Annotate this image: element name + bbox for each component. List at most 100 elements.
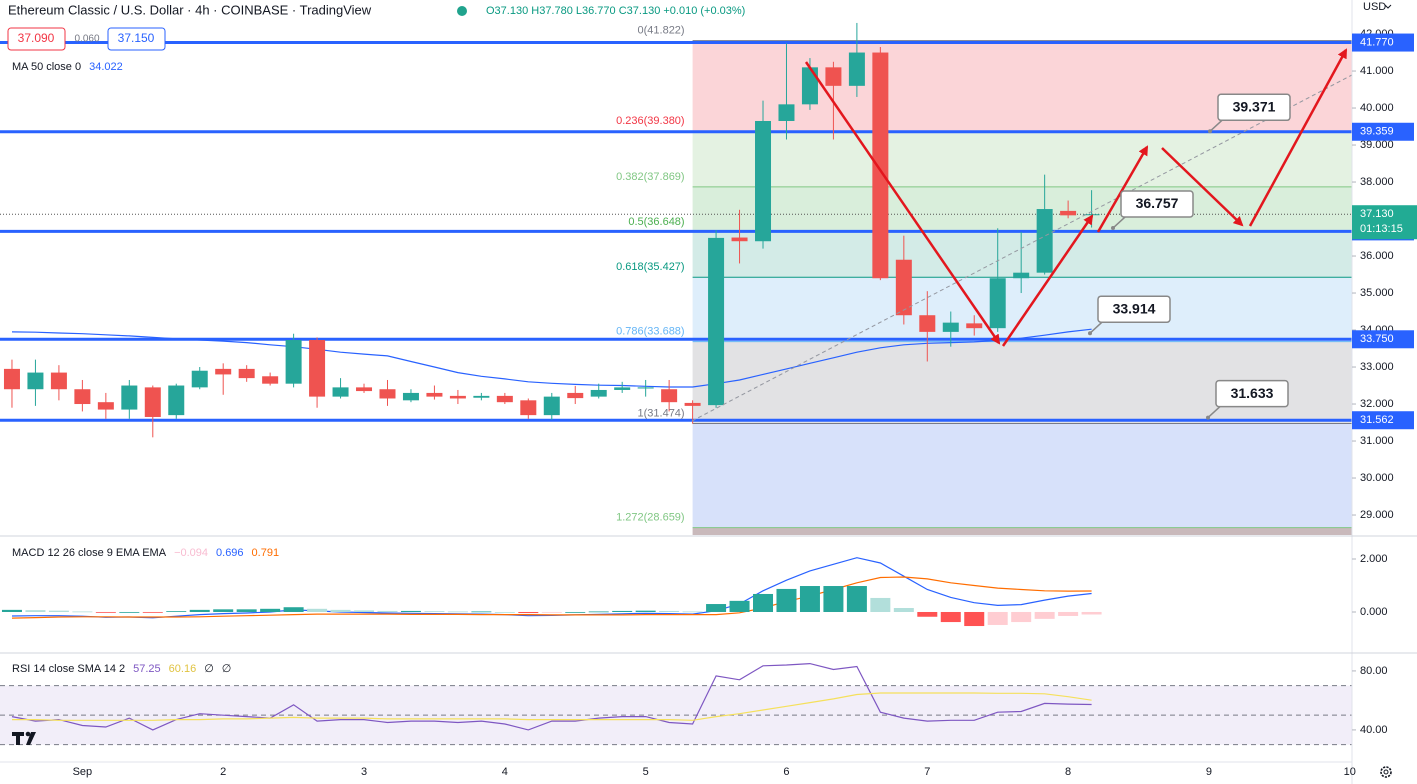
callout-pointer [1089,321,1103,334]
candle-body [262,376,279,384]
last-price-label: 37.130 [1360,208,1394,220]
price-label: 41.770 [1360,36,1394,48]
candle-body [332,387,349,397]
callout-box [1217,93,1291,122]
ohlc-values: O37.130 H37.780 L36.770 C37.130 +0.010 (… [486,5,745,17]
price-label-bg [1352,122,1414,141]
callout-tip [1088,331,1092,336]
arrow [1161,147,1244,227]
histogram-bar [588,611,609,613]
legend-value: 0.696 [216,547,244,559]
candle-body [402,392,419,401]
buy-button[interactable] [107,27,166,51]
candle-body [50,372,67,390]
candle-body [238,368,255,379]
histogram-bar [541,611,562,613]
candle-body [966,323,983,329]
candle-body [379,389,396,399]
candle-body [426,392,443,397]
x-tick-label: 10 [1344,766,1356,778]
y-tick-label: 0.000 [1360,606,1388,618]
indicator-line [11,576,1092,619]
histogram-bar [330,609,351,612]
arrow [1001,214,1094,347]
histogram-bar [1,609,22,612]
y-tick-label: 35.000 [1360,287,1394,299]
y-tick-label: 36.000 [1360,250,1394,262]
candle-body [144,387,161,417]
callout-tip [1208,129,1212,134]
callout-box [1120,190,1194,218]
histogram-bar [987,611,1008,625]
y-tick-label: 31.000 [1360,435,1394,447]
legend-title: MA 50 close 0 [12,61,81,73]
currency[interactable]: USD [1363,1,1386,13]
histogram-bar [400,610,421,612]
candle-body [543,396,560,416]
candle-body [473,395,490,398]
indicator-line [11,662,1092,731]
price-label-bg [1352,33,1414,52]
price-label: 33.750 [1360,333,1394,345]
candle-body [1060,210,1077,216]
spread: 0.060 [74,34,99,45]
histogram-bar [142,611,163,613]
legend-value: ∅ [222,663,232,675]
fib-label: 0.236(39.380) [616,115,685,127]
callout-label: 31.633 [1231,385,1274,401]
candle-body [168,385,185,416]
callout-box [1215,379,1289,408]
price-label-bg [1352,411,1414,430]
y-tick-label: 39.000 [1360,139,1394,151]
histogram-bar [846,586,867,612]
currency-dropdown[interactable] [1384,4,1392,9]
fib-zone [692,130,1352,187]
candle-body [801,67,818,105]
y-tick-label: 38.000 [1360,176,1394,188]
y-tick-label: 40.000 [1360,102,1394,114]
callout-tip [1111,226,1115,231]
time-axis-bg [0,762,1352,784]
fib-label: 0.786(33.688) [616,325,685,337]
candle-body [637,387,654,389]
histogram-bar [95,611,116,613]
histogram-bar [471,611,492,613]
y-tick-label: 41.000 [1360,65,1394,77]
fib-zone [692,423,1352,528]
histogram-bar [729,600,750,612]
indicator-line [11,557,1092,619]
fib-label: 1(31.474) [638,407,685,419]
histogram-bar [307,608,328,612]
histogram-bar [917,611,938,617]
x-tick-label: 4 [502,766,508,778]
histogram-bar [25,610,46,612]
candle-body [1013,272,1030,279]
legend-title: MACD 12 26 close 9 EMA EMA [12,547,167,559]
callout-pointer [1207,406,1221,419]
market-status[interactable] [457,6,467,16]
histogram-bar [494,611,515,613]
histogram-bar [354,610,375,612]
fib-label: 1.272(28.659) [616,512,685,524]
marks-layer [1,22,1102,627]
settings-button[interactable] [1380,766,1392,778]
price-label: 39.359 [1360,126,1394,138]
y-tick-label: 33.000 [1360,361,1394,373]
histogram-bar [893,608,914,612]
legend-value: 60.16 [169,663,197,675]
legend-value: ∅ [204,663,214,675]
histogram-bar [682,611,703,613]
sell-button[interactable] [7,27,66,51]
y-tick-label: 40.00 [1360,724,1388,736]
legend-value: −0.094 [174,547,208,559]
candle-body [942,322,959,332]
histogram-bar [189,609,210,612]
candle-body [74,389,91,405]
candle-body [825,67,842,86]
fib-zone [692,527,1352,535]
candle-body [27,372,44,390]
callout-label: 39.371 [1233,99,1276,115]
histogram-bar [213,609,234,612]
